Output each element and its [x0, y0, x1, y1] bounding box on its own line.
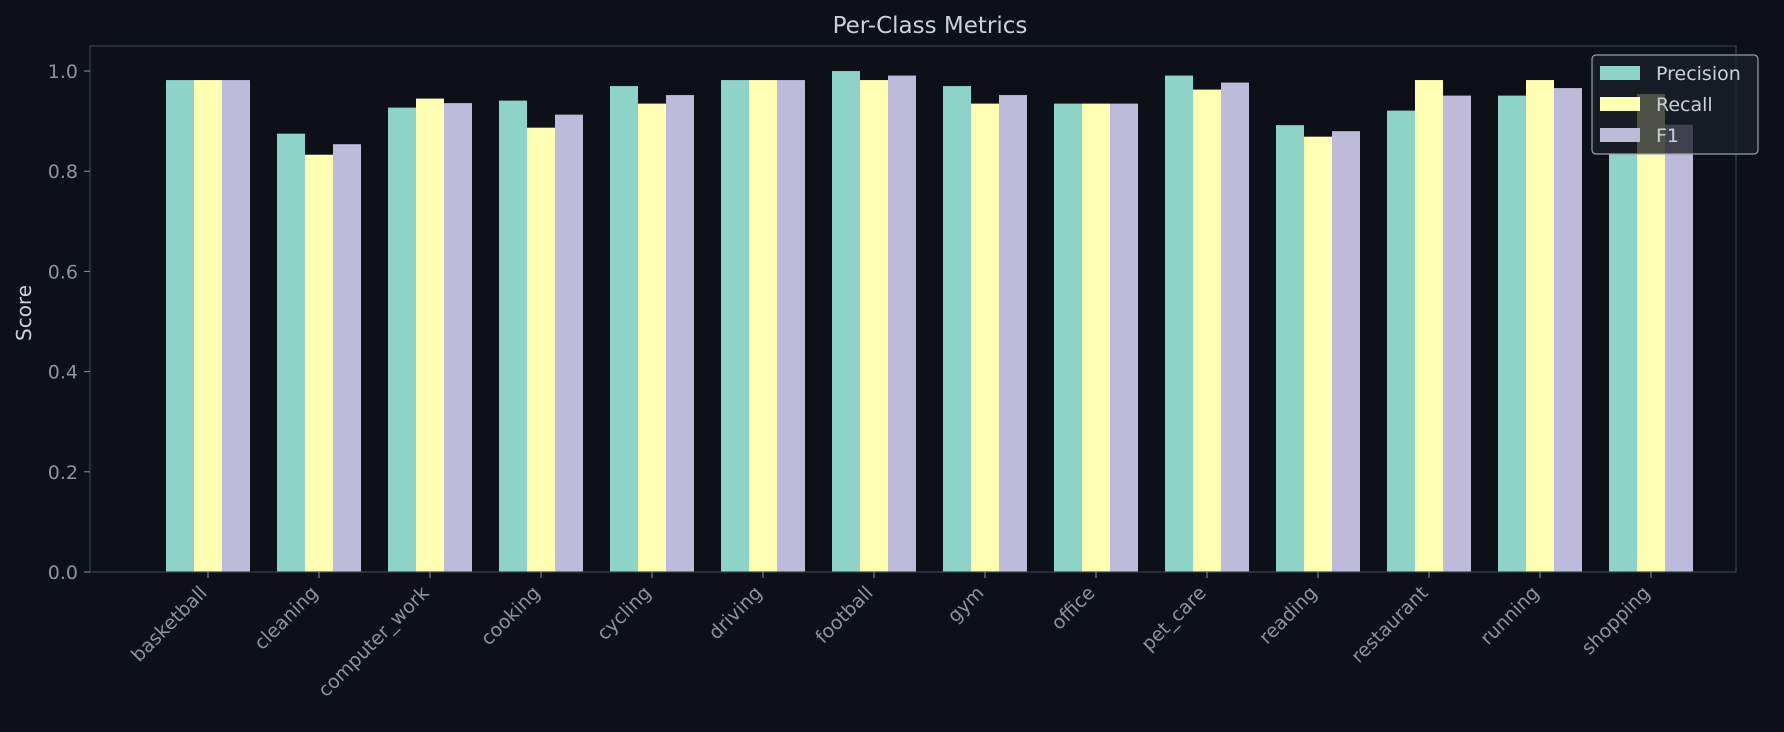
legend-swatch-precision	[1600, 66, 1640, 80]
bar-precision-gym	[943, 86, 971, 573]
x-tick-label-pet_care: pet_care	[1137, 582, 1210, 655]
bar-f1-pet_care	[1221, 82, 1249, 573]
bar-f1-reading	[1332, 131, 1360, 572]
bar-recall-running	[1526, 80, 1554, 572]
legend-label-recall: Recall	[1656, 94, 1713, 116]
plot-frame	[89, 45, 1737, 573]
bar-precision-reading	[1276, 125, 1304, 572]
bar-recall-basketball	[194, 80, 222, 572]
bar-f1-cleaning	[333, 144, 361, 573]
bar-precision-cooking	[499, 100, 527, 572]
bar-recall-computer_work	[416, 98, 444, 572]
bar-precision-driving	[721, 80, 749, 572]
legend: Precision Recall F1	[1591, 54, 1759, 155]
y-tick-label: 1.0	[48, 61, 78, 83]
bar-precision-restaurant	[1387, 110, 1415, 572]
bar-recall-shopping	[1637, 94, 1665, 572]
bar-precision-football	[832, 71, 860, 573]
x-tick-label-restaurant: restaurant	[1347, 582, 1433, 668]
bar-precision-office	[1054, 103, 1082, 572]
bar-recall-office	[1082, 103, 1110, 572]
x-tick-label-computer_work: computer_work	[314, 582, 434, 702]
legend-label-f1: F1	[1656, 125, 1679, 147]
bar-recall-driving	[749, 80, 777, 572]
bar-f1-office	[1110, 103, 1138, 572]
bar-f1-computer_work	[444, 103, 472, 572]
legend-swatch-f1	[1600, 128, 1640, 142]
x-tick-label-gym: gym	[943, 582, 988, 627]
bar-precision-pet_care	[1165, 75, 1193, 573]
bar-f1-driving	[777, 80, 805, 572]
x-tick-label-football: football	[811, 582, 877, 648]
bar-precision-running	[1498, 95, 1526, 572]
bars-group	[166, 71, 1693, 573]
x-tick-label-running: running	[1476, 582, 1543, 649]
x-tick-label-office: office	[1047, 582, 1099, 634]
bar-f1-cycling	[666, 95, 694, 573]
legend-label-precision: Precision	[1656, 63, 1741, 85]
bar-f1-basketball	[222, 80, 250, 572]
bar-recall-football	[860, 80, 888, 572]
chart-title: Per-Class Metrics	[833, 13, 1028, 39]
bar-recall-cycling	[638, 103, 666, 572]
x-tick-label-driving: driving	[704, 582, 766, 644]
bar-recall-cooking	[527, 127, 555, 572]
bar-precision-computer_work	[388, 107, 416, 573]
y-tick-label: 0.4	[48, 362, 78, 384]
bar-precision-shopping	[1609, 153, 1637, 572]
y-tick-label: 0.2	[48, 462, 78, 484]
bar-recall-pet_care	[1193, 89, 1221, 572]
bar-precision-basketball	[166, 80, 194, 572]
bar-recall-reading	[1304, 136, 1332, 573]
bar-recall-cleaning	[305, 154, 333, 572]
bar-f1-running	[1554, 88, 1582, 572]
y-tick-label: 0.6	[48, 261, 78, 283]
bar-recall-restaurant	[1415, 80, 1443, 572]
bar-f1-football	[888, 75, 916, 573]
y-tick-label: 0.8	[48, 161, 78, 183]
bar-f1-shopping	[1665, 124, 1693, 572]
x-tick-label-shopping: shopping	[1577, 582, 1654, 659]
y-axis-label: Score	[12, 285, 36, 341]
legend-swatch-recall	[1600, 97, 1640, 111]
bar-f1-gym	[999, 95, 1027, 573]
bar-precision-cycling	[610, 86, 638, 573]
y-tick-label: 0.0	[48, 562, 78, 584]
bar-f1-restaurant	[1443, 95, 1471, 572]
bar-f1-cooking	[555, 114, 583, 572]
x-tick-label-cleaning: cleaning	[250, 582, 322, 654]
x-tick-label-cooking: cooking	[477, 582, 545, 650]
x-tick-label-basketball: basketball	[127, 582, 211, 666]
x-tick-label-reading: reading	[1255, 582, 1322, 649]
bar-recall-gym	[971, 103, 999, 572]
x-tick-label-cycling: cycling	[593, 582, 656, 645]
bar-precision-cleaning	[277, 133, 305, 572]
